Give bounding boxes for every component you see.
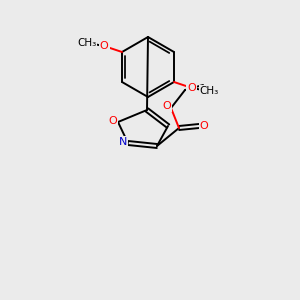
Text: O: O (109, 116, 117, 126)
Text: O: O (163, 101, 171, 111)
Text: CH₃: CH₃ (200, 86, 219, 96)
Text: CH₃: CH₃ (77, 38, 96, 48)
Text: O: O (100, 41, 108, 51)
Text: O: O (200, 121, 208, 131)
Text: N: N (119, 137, 127, 147)
Text: O: O (188, 83, 196, 93)
